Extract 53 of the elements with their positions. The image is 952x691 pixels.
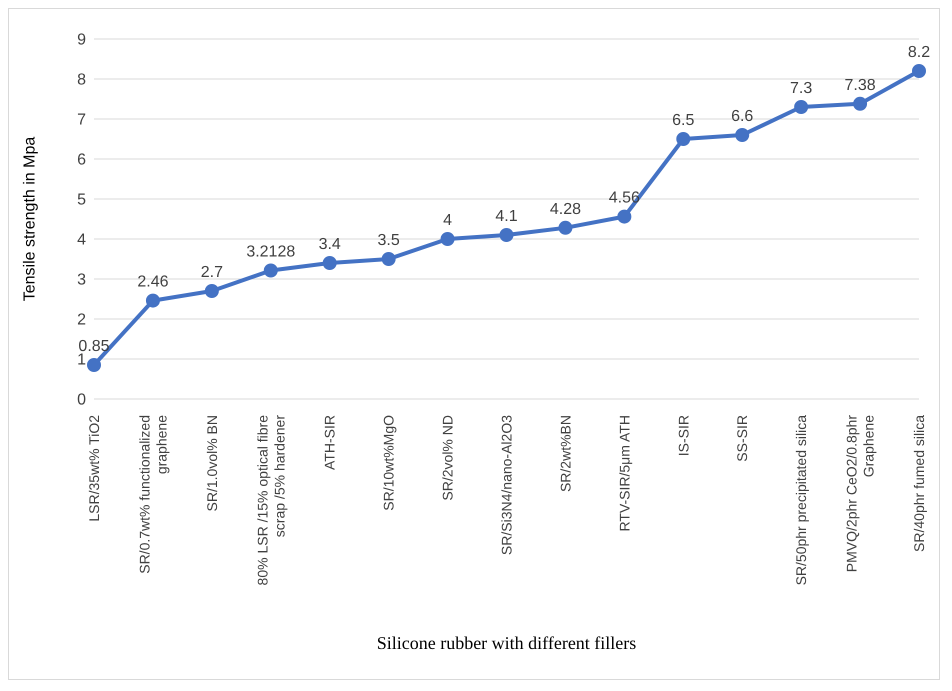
data-label: 6.5	[672, 112, 695, 129]
y-axis-title: Tensile strength in Mpa	[22, 136, 39, 302]
point	[440, 232, 455, 246]
data-label: 7.3	[790, 80, 812, 97]
data-label: 8.2	[908, 44, 930, 61]
x-tick-label: SS-SIR	[734, 415, 750, 462]
point	[204, 284, 219, 298]
y-tick-label: 3	[77, 272, 86, 289]
x-tick-label: RTV-SIR/5μm ATH	[616, 415, 632, 532]
data-label: 2.46	[137, 274, 169, 291]
data-label: 2.7	[200, 264, 224, 281]
data-label: 4.28	[550, 200, 582, 218]
point	[794, 100, 808, 114]
y-tick-label: 7	[77, 112, 86, 129]
data-label: 4.1	[495, 208, 518, 225]
y-tick-label: 2	[77, 312, 86, 329]
x-tick-label: SR/Si3N4/nano-Al2O3	[498, 414, 514, 556]
point	[558, 220, 572, 235]
point	[617, 210, 632, 224]
x-tick-label: IS-SIR	[675, 415, 692, 456]
data-label: 4	[443, 212, 452, 229]
x-tick-label: LSR/35wt% TiO2	[86, 414, 102, 522]
x-tick-label: SR/10wt%MgO	[380, 414, 397, 511]
point	[853, 96, 868, 111]
point	[912, 64, 926, 78]
x-tick-label: ATH-SIR	[322, 415, 338, 470]
point	[264, 263, 278, 278]
point	[676, 132, 690, 146]
point	[735, 128, 750, 142]
point	[382, 252, 396, 266]
y-tick-label: 9	[77, 32, 86, 49]
y-tick-label: 6	[77, 152, 86, 169]
data-label: 3.5	[378, 232, 400, 249]
data-label: 3.4	[318, 236, 341, 253]
x-tick-label: SR/0.7wt% functionalized graphene	[136, 414, 170, 574]
point	[87, 358, 101, 372]
y-tick-label: 4	[77, 232, 86, 249]
x-tick-label: SR/2wt%BN	[557, 415, 574, 492]
x-axis-title: Silicone rubber with different fillers	[376, 633, 636, 653]
x-tick-label: SR/1.0vol% BN	[204, 415, 220, 512]
x-tick-label: SR/40phr fumed silica	[911, 414, 927, 552]
x-tick-label: PMVQ/2phr CeO2/0.8phr Graphene	[844, 414, 877, 572]
data-label: 6.6	[731, 108, 754, 125]
y-tick-label: 0	[77, 392, 86, 409]
point	[500, 228, 514, 242]
point	[322, 256, 337, 270]
y-tick-label: 5	[77, 192, 86, 209]
x-tick-label: SR/50phr precipitated silica	[793, 414, 810, 586]
data-label: 7.38	[844, 76, 876, 94]
point	[146, 294, 160, 308]
x-tick-label: SR/2vol% ND	[440, 415, 456, 501]
data-label: 3.2128	[246, 243, 296, 260]
y-tick-label: 8	[77, 72, 86, 89]
